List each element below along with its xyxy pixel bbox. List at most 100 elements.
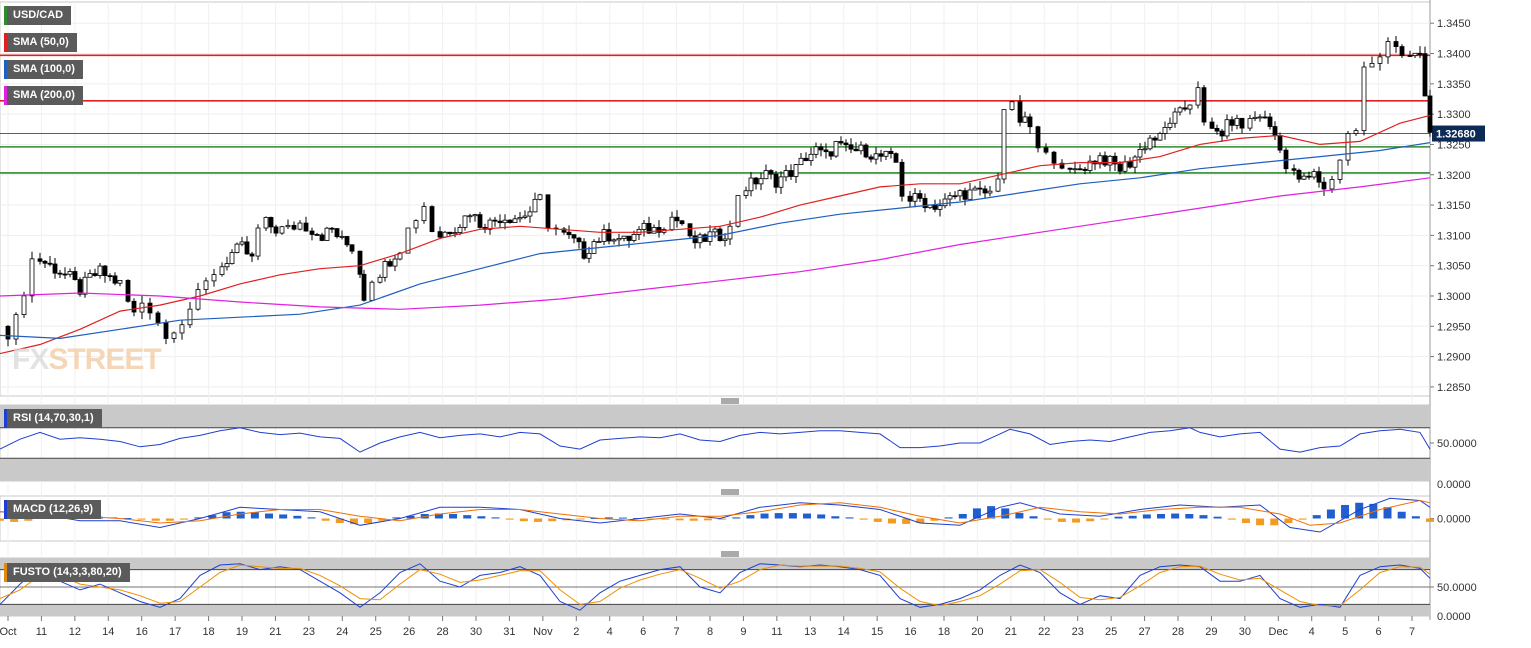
macd-line-1 bbox=[0, 499, 1431, 526]
candle-body bbox=[995, 178, 1001, 192]
candle-body bbox=[413, 220, 419, 229]
candle-body bbox=[1201, 87, 1207, 123]
candle-body bbox=[768, 170, 774, 175]
candlestick bbox=[813, 142, 819, 159]
candlestick bbox=[743, 186, 749, 199]
candlestick bbox=[92, 268, 98, 277]
candle-body bbox=[339, 236, 345, 238]
legend-fusto[interactable]: FUSTO (14,3,3,80,20) bbox=[4, 563, 130, 582]
candlestick bbox=[656, 220, 662, 238]
x-tick-label: 25 bbox=[370, 626, 382, 638]
candle-body bbox=[669, 216, 675, 230]
candlestick bbox=[1361, 61, 1367, 136]
legend-sma100[interactable]: SMA (100,0) bbox=[4, 60, 83, 79]
candle-body bbox=[369, 281, 375, 301]
candlestick bbox=[1345, 130, 1351, 166]
candlestick bbox=[234, 242, 240, 254]
candle-body bbox=[823, 149, 829, 153]
candle-body bbox=[1239, 117, 1245, 129]
macd-histogram-bar bbox=[491, 517, 500, 519]
candle-body bbox=[249, 253, 255, 257]
legend-usdcad[interactable]: USD/CAD bbox=[4, 6, 72, 25]
candle-body bbox=[87, 273, 93, 278]
candlestick bbox=[878, 149, 884, 162]
candle-body bbox=[392, 258, 398, 267]
candlestick bbox=[893, 152, 899, 163]
main-y-tick-label: 1.3400 bbox=[1437, 49, 1471, 61]
candle-body bbox=[793, 164, 799, 177]
candlestick bbox=[1017, 95, 1023, 127]
macd-histogram-bar bbox=[746, 515, 755, 519]
macd-histogram-bar bbox=[250, 512, 259, 519]
candlestick bbox=[788, 164, 794, 180]
candlestick bbox=[1385, 37, 1391, 64]
x-tick-label: 2 bbox=[573, 626, 579, 638]
candlestick bbox=[922, 193, 928, 213]
candle-body bbox=[1132, 156, 1138, 168]
candlestick bbox=[421, 202, 427, 224]
candlestick bbox=[229, 249, 235, 265]
candle-body bbox=[967, 189, 973, 200]
macd-histogram-bar bbox=[434, 513, 443, 519]
macd-histogram-bar bbox=[548, 518, 557, 522]
macd-histogram-bar bbox=[1227, 518, 1236, 520]
x-tick-label: 23 bbox=[303, 626, 315, 638]
candlestick bbox=[1311, 168, 1317, 180]
candlestick bbox=[1252, 111, 1258, 122]
candlestick bbox=[803, 152, 809, 162]
candlestick bbox=[783, 164, 789, 182]
candlestick bbox=[1219, 129, 1225, 143]
candlestick bbox=[571, 234, 577, 244]
legend-rsi-label: RSI (14,70,30,1) bbox=[13, 412, 94, 424]
candle-body bbox=[532, 198, 538, 213]
candlestick bbox=[687, 223, 693, 240]
candlestick bbox=[679, 220, 685, 226]
candle-body bbox=[324, 227, 330, 241]
candlestick bbox=[753, 177, 759, 190]
main-y-tick-label: 1.2850 bbox=[1437, 382, 1471, 394]
macd-histogram-bar bbox=[732, 517, 741, 519]
candlestick bbox=[1051, 150, 1057, 169]
candlestick bbox=[818, 143, 824, 157]
x-tick-label: 11 bbox=[36, 626, 47, 638]
candlestick bbox=[1229, 116, 1235, 132]
candlestick bbox=[211, 269, 217, 287]
main-y-tick-label: 1.3350 bbox=[1437, 79, 1471, 91]
candle-body bbox=[1377, 56, 1383, 64]
candle-body bbox=[487, 219, 493, 230]
candlestick bbox=[748, 172, 754, 197]
x-tick-label: 31 bbox=[503, 626, 515, 638]
candle-body bbox=[1017, 101, 1023, 123]
candlestick bbox=[828, 151, 834, 160]
legend-sma50[interactable]: SMA (50,0) bbox=[4, 33, 77, 52]
legend-rsi[interactable]: RSI (14,70,30,1) bbox=[4, 409, 102, 428]
candlestick bbox=[1257, 114, 1263, 122]
candle-body bbox=[932, 204, 938, 210]
legend-macd[interactable]: MACD (12,26,9) bbox=[4, 500, 102, 519]
macd-histogram-bar bbox=[406, 515, 415, 519]
candle-body bbox=[1082, 168, 1088, 171]
candlestick bbox=[798, 153, 804, 165]
macd-histogram-bar bbox=[618, 517, 627, 519]
candle-body bbox=[1127, 161, 1133, 168]
candle-body bbox=[1009, 101, 1015, 110]
macd-histogram-bar bbox=[817, 514, 826, 519]
candlestick bbox=[626, 235, 632, 248]
candlestick bbox=[413, 219, 419, 234]
candle-body bbox=[387, 261, 393, 267]
sma-line-2 bbox=[0, 177, 1431, 310]
legend-sma200[interactable]: SMA (200,0) bbox=[4, 86, 83, 105]
candle-body bbox=[1291, 168, 1297, 171]
macd-histogram-bar bbox=[1426, 518, 1434, 522]
candle-body bbox=[1147, 137, 1153, 150]
candle-body bbox=[561, 228, 567, 233]
candlestick bbox=[566, 225, 572, 239]
candlestick bbox=[462, 215, 468, 231]
candlestick bbox=[507, 219, 513, 224]
candlestick bbox=[377, 274, 383, 284]
candle-body bbox=[753, 177, 759, 185]
candle-body bbox=[1117, 163, 1123, 172]
main-y-tick-label: 1.3200 bbox=[1437, 170, 1471, 182]
